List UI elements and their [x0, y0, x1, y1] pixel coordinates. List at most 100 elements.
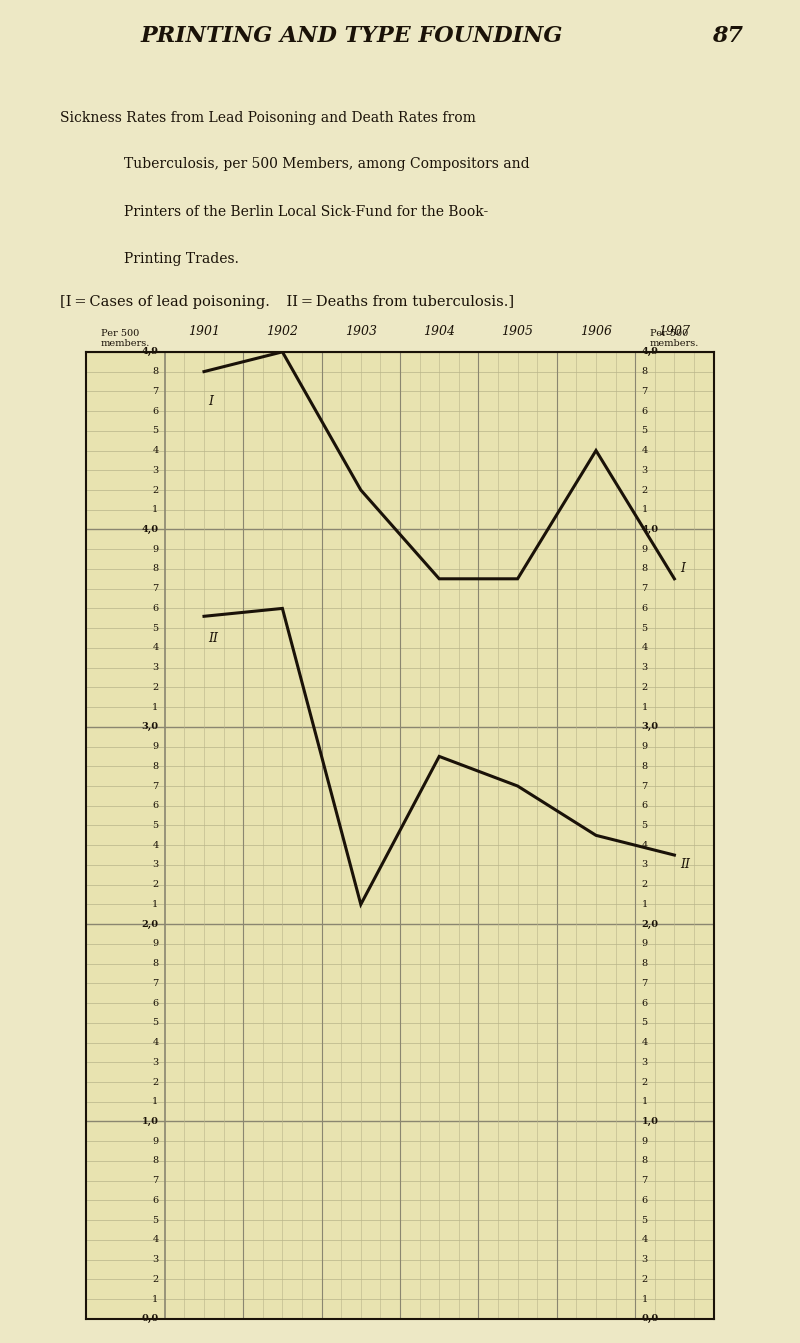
Text: 8: 8: [153, 564, 158, 573]
Text: 5: 5: [642, 1018, 647, 1027]
Text: I: I: [208, 395, 213, 408]
Text: 2: 2: [642, 880, 648, 889]
Text: 6: 6: [642, 1195, 647, 1205]
Text: 1907: 1907: [658, 325, 690, 338]
Text: 8: 8: [153, 1156, 158, 1166]
Text: 5: 5: [153, 1018, 158, 1027]
Text: 8: 8: [153, 367, 158, 376]
Text: 5: 5: [153, 821, 158, 830]
Text: 1,0: 1,0: [642, 1117, 658, 1125]
Text: 3: 3: [642, 466, 648, 475]
Text: I: I: [681, 563, 686, 575]
Text: 5: 5: [642, 1215, 647, 1225]
Text: 1904: 1904: [423, 325, 455, 338]
Text: 4: 4: [642, 643, 648, 653]
Text: PRINTING AND TYPE FOUNDING: PRINTING AND TYPE FOUNDING: [141, 26, 563, 47]
Text: 3: 3: [642, 1058, 648, 1066]
Text: 1902: 1902: [266, 325, 298, 338]
Text: 5: 5: [642, 623, 647, 633]
Text: Sickness Rates from Lead Poisoning and Death Rates from: Sickness Rates from Lead Poisoning and D…: [60, 110, 476, 125]
Text: II: II: [681, 858, 690, 872]
Text: 2,0: 2,0: [142, 920, 158, 928]
Text: 9: 9: [153, 545, 158, 553]
Text: 4: 4: [642, 841, 648, 850]
Text: 7: 7: [152, 584, 158, 594]
Text: 7: 7: [152, 979, 158, 988]
Text: 2: 2: [152, 1275, 158, 1284]
Text: 2,0: 2,0: [642, 920, 658, 928]
Text: 5: 5: [153, 1215, 158, 1225]
Text: 1: 1: [152, 1295, 158, 1304]
Text: 9: 9: [642, 939, 647, 948]
Text: 2: 2: [152, 486, 158, 494]
Text: 3: 3: [642, 663, 648, 672]
Text: 8: 8: [153, 761, 158, 771]
Text: [I = Cases of lead poisoning.   II = Deaths from tuberculosis.]: [I = Cases of lead poisoning. II = Death…: [60, 295, 514, 309]
Text: 3: 3: [152, 1058, 158, 1066]
Text: 4: 4: [642, 1236, 648, 1245]
Text: 4: 4: [152, 1236, 158, 1245]
Text: 9: 9: [153, 743, 158, 751]
Text: 3: 3: [642, 861, 648, 869]
Text: 4: 4: [152, 1038, 158, 1048]
Text: 2: 2: [642, 1077, 648, 1086]
Text: 4,0: 4,0: [142, 525, 158, 535]
Text: 3,0: 3,0: [642, 723, 658, 732]
Text: 6: 6: [153, 604, 158, 612]
Text: 8: 8: [642, 761, 647, 771]
Text: 9: 9: [642, 743, 647, 751]
Text: 8: 8: [153, 959, 158, 968]
Text: Printing Trades.: Printing Trades.: [124, 252, 239, 266]
Text: 6: 6: [642, 802, 647, 810]
Text: 3: 3: [642, 1256, 648, 1264]
Text: 7: 7: [642, 1176, 648, 1185]
Text: 6: 6: [642, 604, 647, 612]
Text: 7: 7: [642, 387, 648, 396]
Text: 3,0: 3,0: [142, 723, 158, 732]
Text: 1: 1: [152, 1097, 158, 1107]
Text: 4,9: 4,9: [642, 348, 658, 356]
Text: 2: 2: [642, 682, 648, 692]
Text: 4: 4: [152, 446, 158, 455]
Text: 7: 7: [642, 584, 648, 594]
Text: 1901: 1901: [188, 325, 220, 338]
Text: 2: 2: [642, 1275, 648, 1284]
Text: II: II: [208, 633, 218, 645]
Text: 1: 1: [152, 505, 158, 514]
Text: 2: 2: [642, 486, 648, 494]
Text: Per 500
members.: Per 500 members.: [650, 329, 699, 348]
Text: 9: 9: [642, 545, 647, 553]
Text: 6: 6: [642, 407, 647, 415]
Text: 2: 2: [152, 880, 158, 889]
Text: 1906: 1906: [580, 325, 612, 338]
Text: 5: 5: [153, 623, 158, 633]
Text: 3: 3: [152, 861, 158, 869]
Text: Tuberculosis, per 500 Members, among Compositors and: Tuberculosis, per 500 Members, among Com…: [124, 157, 530, 171]
Text: 8: 8: [642, 367, 647, 376]
Text: 0,0: 0,0: [142, 1315, 158, 1323]
Text: 1: 1: [152, 900, 158, 909]
Text: 0,0: 0,0: [642, 1315, 658, 1323]
Text: 9: 9: [153, 939, 158, 948]
Text: 2: 2: [152, 1077, 158, 1086]
Text: 1: 1: [642, 900, 648, 909]
Text: 2: 2: [152, 682, 158, 692]
Text: 7: 7: [642, 782, 648, 791]
Text: 8: 8: [642, 959, 647, 968]
Text: 1: 1: [642, 702, 648, 712]
Text: 5: 5: [153, 426, 158, 435]
Text: Printers of the Berlin Local Sick-Fund for the Book-: Printers of the Berlin Local Sick-Fund f…: [124, 205, 488, 219]
Text: Per 500
members.: Per 500 members.: [101, 329, 150, 348]
Text: 4: 4: [642, 446, 648, 455]
Text: 6: 6: [153, 802, 158, 810]
Text: 7: 7: [152, 782, 158, 791]
Text: 6: 6: [153, 999, 158, 1007]
Text: 87: 87: [712, 26, 743, 47]
Text: 1903: 1903: [345, 325, 377, 338]
Text: 3: 3: [152, 663, 158, 672]
Text: 1,0: 1,0: [142, 1117, 158, 1125]
Text: 5: 5: [642, 821, 647, 830]
Text: 4: 4: [152, 841, 158, 850]
Text: 3: 3: [152, 466, 158, 475]
Text: 1: 1: [642, 505, 648, 514]
